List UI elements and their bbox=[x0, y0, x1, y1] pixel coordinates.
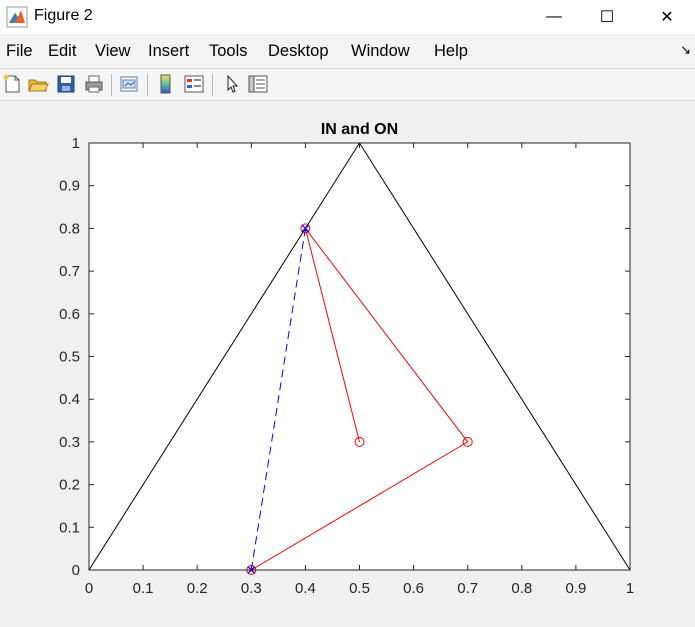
x-tick-label: 0.2 bbox=[187, 580, 208, 597]
close-button[interactable]: ✕ bbox=[644, 0, 690, 34]
save-icon[interactable] bbox=[55, 73, 77, 95]
axes-background bbox=[89, 143, 630, 570]
menu-file[interactable]: File bbox=[6, 42, 33, 60]
toolbar bbox=[0, 69, 695, 101]
y-tick-label: 0.9 bbox=[59, 178, 80, 195]
title-bar: Figure 2 — ☐ ✕ bbox=[0, 0, 695, 34]
close-icon: ✕ bbox=[660, 9, 674, 26]
menu-help[interactable]: Help bbox=[434, 42, 468, 60]
y-tick-label: 0.7 bbox=[59, 263, 80, 280]
toolbar-separator bbox=[147, 74, 148, 96]
x-tick-label: 0.1 bbox=[133, 580, 154, 597]
x-tick-label: 0 bbox=[85, 580, 93, 597]
figure-area: 0 0.1 0.2 0.3 0.4 0.5 0.6 0.7 0.8 0.9 1 0 0.1 0.2 0.3 0… bbox=[0, 101, 695, 622]
y-tick-label: 0.5 bbox=[59, 349, 80, 366]
series-2-line bbox=[250, 228, 306, 571]
y-tick-label: 0.4 bbox=[59, 391, 80, 408]
axes-box bbox=[88, 142, 631, 571]
colorbar-icon[interactable] bbox=[155, 73, 177, 95]
y-tick-label: 0.2 bbox=[59, 477, 80, 494]
y-tick-label: 0.1 bbox=[59, 519, 80, 536]
y-tick-label: 0.3 bbox=[59, 434, 80, 451]
minimize-icon: — bbox=[546, 8, 562, 25]
toolbar-separator bbox=[212, 74, 213, 96]
link-plot-icon[interactable] bbox=[118, 73, 140, 95]
y-tick-label: 0 bbox=[72, 562, 80, 579]
print-icon[interactable] bbox=[83, 73, 105, 95]
legend-icon[interactable] bbox=[183, 73, 205, 95]
minimize-button[interactable]: — bbox=[531, 0, 577, 34]
x-tick-label: 0.3 bbox=[241, 580, 262, 597]
menu-bar: File Edit View Insert Tools Desktop Wind… bbox=[0, 35, 695, 69]
new-figure-icon[interactable] bbox=[1, 73, 23, 95]
series-1-point bbox=[354, 436, 365, 447]
menu-window[interactable]: Window bbox=[351, 42, 410, 60]
series-1-point bbox=[462, 436, 473, 447]
x-tick-label: 0.8 bbox=[511, 580, 532, 597]
open-file-icon[interactable] bbox=[27, 73, 49, 95]
x-tick-label: 0.6 bbox=[403, 580, 424, 597]
menu-desktop[interactable]: Desktop bbox=[268, 42, 329, 60]
maximize-button[interactable]: ☐ bbox=[584, 0, 630, 34]
property-inspector-icon[interactable] bbox=[247, 73, 269, 95]
series-1-point bbox=[300, 223, 311, 234]
y-tick-label: 0.6 bbox=[59, 306, 80, 323]
menu-tools[interactable]: Tools bbox=[209, 42, 248, 60]
menu-view[interactable]: View bbox=[95, 42, 131, 60]
pointer-icon[interactable] bbox=[221, 73, 243, 95]
plot-canvas: 0 0.1 0.2 0.3 0.4 0.5 0.6 0.7 0.8 0.9 1 0 0.1 0.2 0.3 0… bbox=[59, 121, 634, 597]
maximize-icon: ☐ bbox=[599, 9, 615, 26]
y-tick-label: 1 bbox=[72, 135, 80, 152]
series-1-line bbox=[251, 228, 469, 571]
series-2-point bbox=[301, 224, 310, 233]
toolbar-separator bbox=[111, 74, 112, 96]
window-title: Figure 2 bbox=[34, 7, 93, 24]
dock-arrow-icon[interactable]: ↘ bbox=[680, 42, 691, 57]
x-tick-label: 0.5 bbox=[349, 580, 370, 597]
matlab-logo-icon bbox=[6, 6, 28, 28]
x-tick-label: 1 bbox=[626, 580, 634, 597]
x-tick-label: 0.7 bbox=[457, 580, 478, 597]
x-tick-label: 0.9 bbox=[565, 580, 586, 597]
y-tick-label: 0.8 bbox=[59, 220, 80, 237]
menu-insert[interactable]: Insert bbox=[148, 42, 190, 60]
x-tick-label: 0.4 bbox=[295, 580, 316, 597]
chart-title: IN and ON bbox=[321, 121, 398, 138]
menu-edit[interactable]: Edit bbox=[48, 42, 77, 60]
